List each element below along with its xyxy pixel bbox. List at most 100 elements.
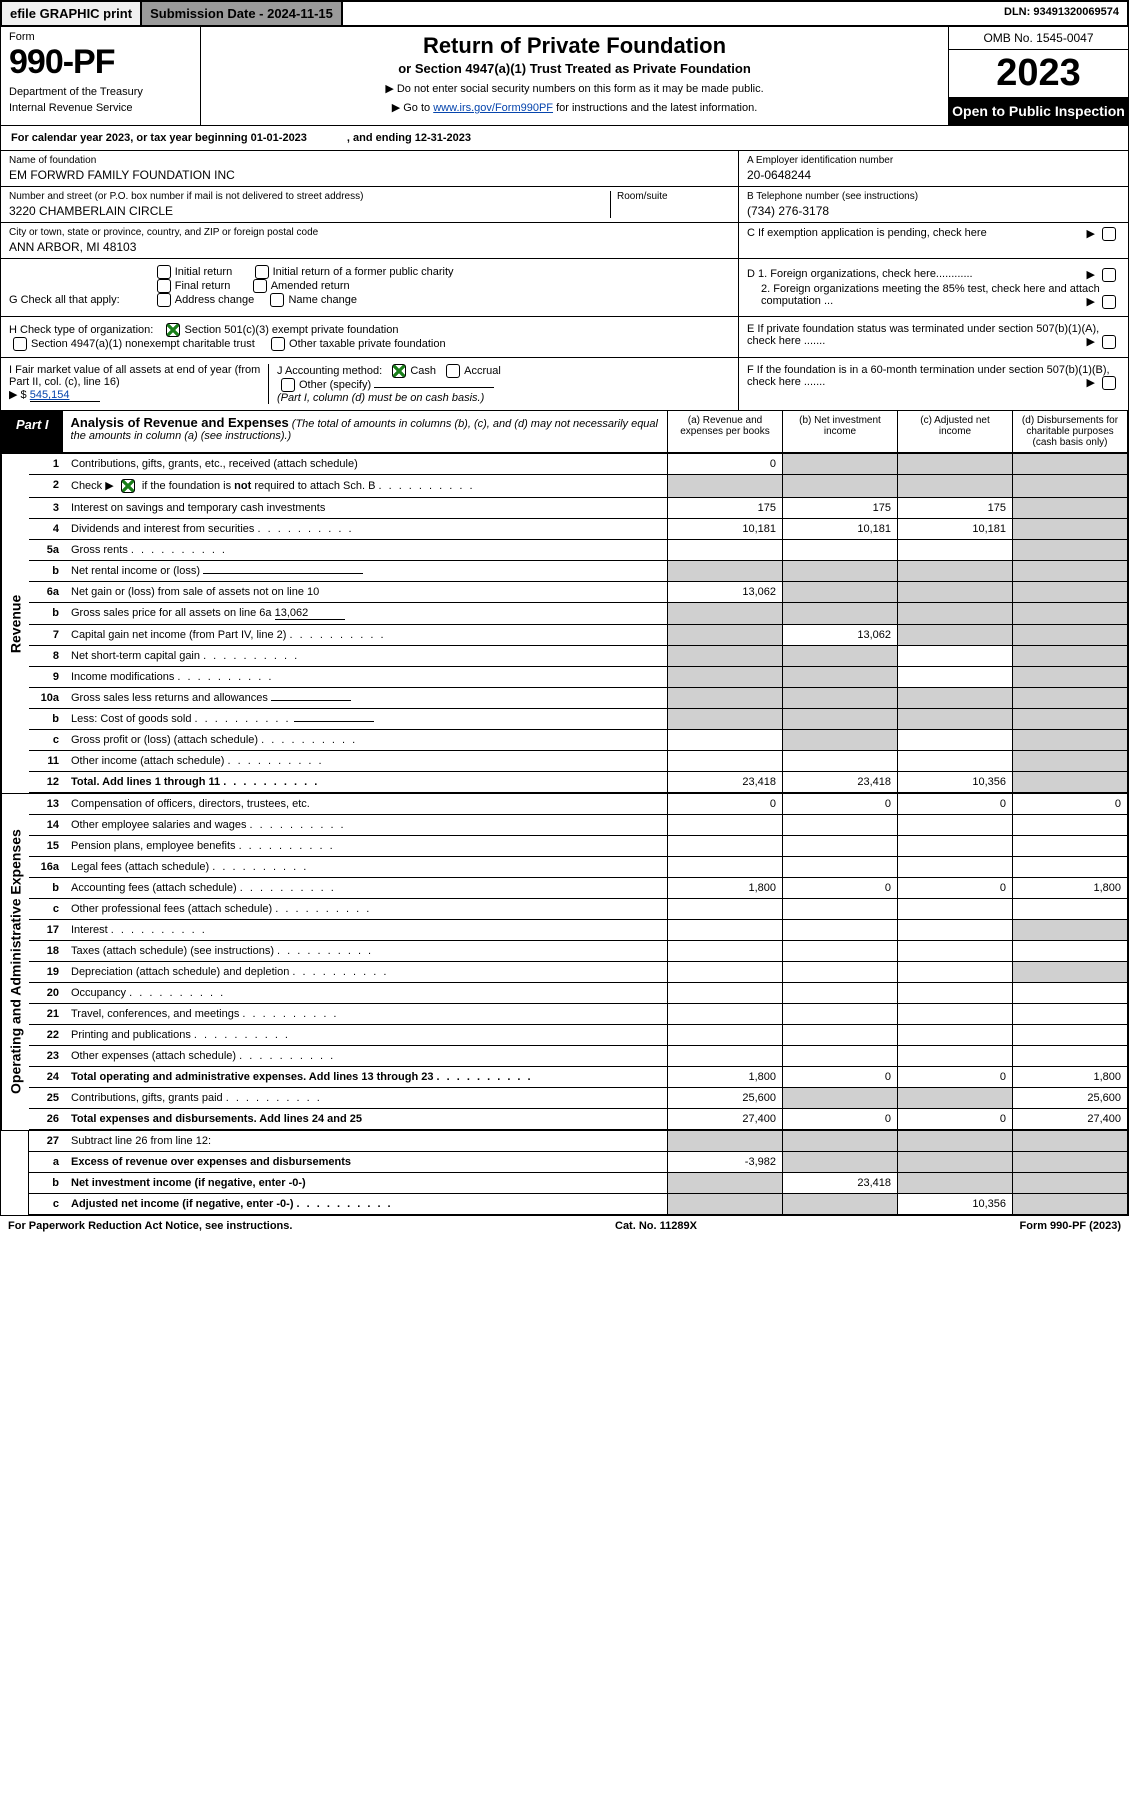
col-d-header: (d) Disbursements for charitable purpose… [1012,411,1127,452]
open-to-public: Open to Public Inspection [949,97,1128,125]
row-3: 3Interest on savings and temporary cash … [29,498,1128,519]
form990pf-link[interactable]: www.irs.gov/Form990PF [433,102,553,114]
row-25: 25Contributions, gifts, grants paid 25,6… [29,1088,1128,1109]
c-exemption-cell: C If exemption application is pending, c… [739,223,1128,243]
submission-date-label: Submission Date - 2024-11-15 [142,2,343,25]
header-right: OMB No. 1545-0047 2023 Open to Public In… [948,27,1128,125]
top-bar: efile GRAPHIC print Submission Date - 20… [0,0,1129,27]
row-13: 13Compensation of officers, directors, t… [29,794,1128,815]
j-label: J Accounting method: [277,365,382,377]
row-8: 8Net short-term capital gain [29,646,1128,667]
row-6b: bGross sales price for all assets on lin… [29,603,1128,625]
checkbox-f[interactable] [1102,376,1116,390]
calendar-end: , and ending 12-31-2023 [347,132,471,144]
section-h-e: H Check type of organization: Section 50… [0,317,1129,358]
row-11: 11Other income (attach schedule) [29,751,1128,772]
row-4: 4Dividends and interest from securities … [29,519,1128,540]
form-title: Return of Private Foundation [209,33,940,59]
catalog-number: Cat. No. 11289X [615,1220,697,1232]
checkbox-accrual[interactable] [446,364,460,378]
d1-label: D 1. Foreign organizations, check here..… [747,268,973,280]
form-subtitle: or Section 4947(a)(1) Trust Treated as P… [209,61,940,76]
phone-value: (734) 276-3178 [747,204,1120,218]
checkbox-4947[interactable] [13,337,27,351]
part-1-tag: Part I [2,411,63,452]
checkbox-name-change[interactable] [270,293,284,307]
j-note: (Part I, column (d) must be on cash basi… [277,392,484,404]
fmv-value[interactable]: 545,154 [30,389,100,402]
checkbox-501c3[interactable] [166,323,180,337]
omb-number: OMB No. 1545-0047 [949,27,1128,50]
row-21: 21Travel, conferences, and meetings [29,1004,1128,1025]
row-24: 24Total operating and administrative exp… [29,1067,1128,1088]
checkbox-c[interactable] [1102,227,1116,241]
foundation-name: EM FORWRD FAMILY FOUNDATION INC [9,168,730,182]
checkbox-d2[interactable] [1102,295,1116,309]
e-label: E If private foundation status was termi… [747,323,1099,347]
phone-cell: B Telephone number (see instructions) (7… [739,187,1128,223]
line-6b-value: 13,062 [275,607,345,620]
row-27: 27Subtract line 26 from line 12: [29,1131,1128,1152]
calendar-begin: For calendar year 2023, or tax year begi… [11,132,307,144]
part-1-header: Part I Analysis of Revenue and Expenses … [0,411,1129,454]
h-label: H Check type of organization: [9,324,153,336]
note-2: ▶ Go to www.irs.gov/Form990PF for instru… [209,101,940,114]
row-18: 18Taxes (attach schedule) (see instructi… [29,941,1128,962]
row-16c: cOther professional fees (attach schedul… [29,899,1128,920]
row-19: 19Depreciation (attach schedule) and dep… [29,962,1128,983]
form-header: Form 990-PF Department of the Treasury I… [0,27,1129,126]
row-5a: 5aGross rents [29,540,1128,561]
efile-print-button[interactable]: efile GRAPHIC print [2,2,142,25]
row-27a: aExcess of revenue over expenses and dis… [29,1152,1128,1173]
paperwork-notice: For Paperwork Reduction Act Notice, see … [8,1220,292,1232]
checkbox-other-taxable[interactable] [271,337,285,351]
irs-label: Internal Revenue Service [9,102,192,114]
room-suite-label: Room/suite [617,191,730,202]
row-5b: bNet rental income or (loss) [29,561,1128,582]
row-7: 7Capital gain net income (from Part IV, … [29,625,1128,646]
city-state-zip: ANN ARBOR, MI 48103 [9,240,730,254]
header-center: Return of Private Foundation or Section … [201,27,948,125]
entity-info: Name of foundation EM FORWRD FAMILY FOUN… [0,151,1129,259]
summary-section: 27Subtract line 26 from line 12: aExcess… [0,1131,1129,1216]
calendar-year-row: For calendar year 2023, or tax year begi… [0,126,1129,151]
row-14: 14Other employee salaries and wages [29,815,1128,836]
col-c-header: (c) Adjusted net income [897,411,1012,452]
f-label: F If the foundation is in a 60-month ter… [747,364,1110,388]
ein-value: 20-0648244 [747,168,1120,182]
row-20: 20Occupancy [29,983,1128,1004]
checkbox-d1[interactable] [1102,268,1116,282]
i-label: I Fair market value of all assets at end… [9,364,260,388]
row-27c: cAdjusted net income (if negative, enter… [29,1194,1128,1215]
checkbox-address-change[interactable] [157,293,171,307]
row-22: 22Printing and publications [29,1025,1128,1046]
checkbox-amended[interactable] [253,279,267,293]
checkbox-final-return[interactable] [157,279,171,293]
checkbox-initial-former[interactable] [255,265,269,279]
dept-label: Department of the Treasury [9,86,192,98]
d2-label: 2. Foreign organizations meeting the 85%… [761,283,1100,307]
checkbox-other-method[interactable] [281,378,295,392]
checkbox-sch-b[interactable] [121,479,135,493]
section-i-j-f: I Fair market value of all assets at end… [0,358,1129,411]
checkbox-e[interactable] [1102,335,1116,349]
form-number: 990-PF [9,43,192,82]
row-10a: 10aGross sales less returns and allowanc… [29,688,1128,709]
row-6a: 6aNet gain or (loss) from sale of assets… [29,582,1128,603]
page-footer: For Paperwork Reduction Act Notice, see … [0,1216,1129,1236]
row-12: 12Total. Add lines 1 through 11 23,41823… [29,772,1128,793]
form-word: Form [9,31,192,43]
row-10b: bLess: Cost of goods sold [29,709,1128,730]
col-b-header: (b) Net investment income [782,411,897,452]
revenue-side-label: Revenue [1,454,29,793]
g-label: G Check all that apply: [9,294,120,306]
row-9: 9Income modifications [29,667,1128,688]
ein-cell: A Employer identification number 20-0648… [739,151,1128,187]
form-reference: Form 990-PF (2023) [1020,1220,1121,1232]
expenses-section: Operating and Administrative Expenses 13… [0,794,1129,1131]
note-1: ▶ Do not enter social security numbers o… [209,82,940,95]
row-26: 26Total expenses and disbursements. Add … [29,1109,1128,1130]
checkbox-cash[interactable] [392,364,406,378]
row-27b: bNet investment income (if negative, ent… [29,1173,1128,1194]
checkbox-initial-return[interactable] [157,265,171,279]
